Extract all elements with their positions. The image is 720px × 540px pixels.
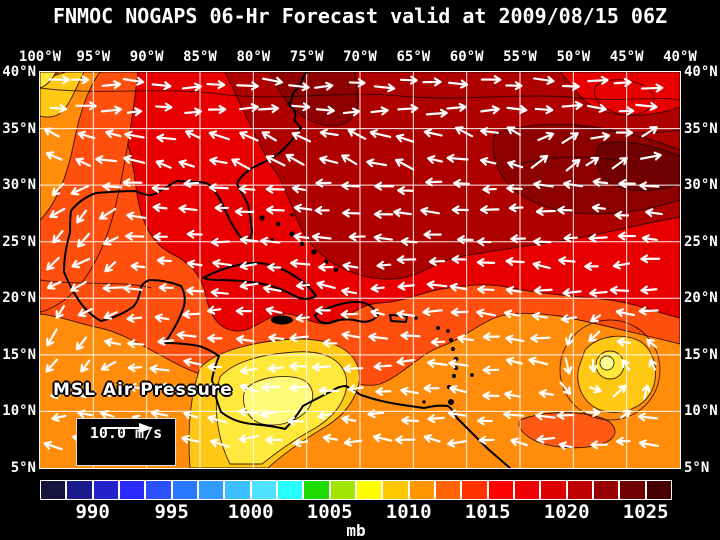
coast-hispaniola <box>314 300 379 325</box>
lon-tick-label: 85°W <box>183 49 217 65</box>
colorbar-segment <box>277 481 303 499</box>
lat-tick-label: 25°N <box>2 233 36 250</box>
lon-tick-label: 90°W <box>129 49 164 65</box>
lat-tick-label: 30°N <box>684 177 718 194</box>
colorbar-tick-labels: 990 995 1000 1005 1010 1015 1020 1025 <box>40 502 672 522</box>
lat-tick-label: 15°N <box>684 346 718 363</box>
lat-tick-label: 35°N <box>684 120 718 137</box>
colorbar-segment <box>593 481 619 499</box>
lat-tick-label: 40°N <box>684 64 718 80</box>
lat-tick-label: 10°N <box>2 403 36 420</box>
coast-jamaica <box>271 315 293 325</box>
wind-arrows <box>43 75 664 451</box>
lon-tick-label: 95°W <box>76 49 111 65</box>
colorbar-segment <box>304 481 329 499</box>
colorbar-tick: 995 <box>154 501 189 523</box>
lat-tick-label: 30°N <box>2 177 36 194</box>
lat-tick-label: 15°N <box>2 346 36 363</box>
colorbar-segment <box>93 481 118 499</box>
colorbar <box>40 480 672 500</box>
colorbar-unit: mb <box>346 521 366 540</box>
colorbar-segment <box>462 481 487 499</box>
lat-tick-label: 40°N <box>2 64 36 80</box>
colorbar-segment <box>646 481 671 499</box>
lat-tick-label: 20°N <box>2 290 36 307</box>
map-area: MSL Air Pressure 10.0 m/s <box>39 71 681 469</box>
colorbar-segment <box>620 481 645 499</box>
lat-tick-label: 25°N <box>684 233 718 250</box>
colorbar-tick: 1020 <box>543 501 590 523</box>
colorbar-segment <box>356 481 382 499</box>
coastlines <box>63 72 511 468</box>
colorbar-segment <box>409 481 434 499</box>
colorbar-tick: 1015 <box>464 501 511 523</box>
pressure-map-svg <box>40 72 680 468</box>
colorbar-tick: 990 <box>75 501 110 523</box>
lon-tick-label: 60°W <box>449 49 484 65</box>
lon-tick-label: 70°W <box>343 49 377 65</box>
colorbar-segment <box>514 481 540 499</box>
colorbar-segment <box>541 481 566 499</box>
page-title: FNMOC NOGAPS 06-Hr Forecast valid at 200… <box>52 4 668 28</box>
colorbar-segment <box>383 481 408 499</box>
lat-tick-label: 35°N <box>2 120 36 137</box>
colorbar-segment <box>567 481 592 499</box>
islands-lesser-antilles <box>414 316 474 405</box>
colorbar-segment <box>435 481 461 499</box>
colorbar-segment <box>172 481 197 499</box>
lon-tick-label: 65°W <box>396 49 431 65</box>
colorbar-tick: 1010 <box>385 501 432 523</box>
lat-tick-label: 10°N <box>684 403 718 420</box>
colorbar-segment <box>119 481 145 499</box>
wind-scale-arrow-icon <box>103 423 153 433</box>
colorbar-segment <box>67 481 92 499</box>
lon-tick-label: 55°W <box>503 49 537 65</box>
coast-mainland <box>63 72 511 468</box>
field-label: MSL Air Pressure <box>53 380 233 400</box>
lon-tick-label: 40°W <box>663 49 697 65</box>
low-cyclone-core <box>599 355 615 371</box>
lat-tick-label: 20°N <box>684 290 718 307</box>
coast-cuba <box>202 261 317 300</box>
lon-tick-label: 45°W <box>609 49 644 65</box>
colorbar-segment <box>330 481 355 499</box>
colorbar-segment <box>225 481 250 499</box>
lat-tick-label: 5°N <box>684 459 710 476</box>
colorbar-segment <box>198 481 224 499</box>
colorbar-segment <box>488 481 513 499</box>
colorbar-tick: 1025 <box>622 501 669 523</box>
lon-tick-label: 50°W <box>556 49 591 65</box>
lon-tick-label: 100°W <box>18 49 62 65</box>
islands-bahamas <box>259 213 339 273</box>
lon-tick-label: 75°W <box>289 49 324 65</box>
lat-tick-label: 5°N <box>10 459 36 476</box>
colorbar-segment <box>41 481 66 499</box>
colorbar-tick: 1000 <box>227 501 274 523</box>
colorbar-tick: 1005 <box>306 501 353 523</box>
wind-scale-box: 10.0 m/s <box>76 418 176 466</box>
colorbar-segment <box>251 481 276 499</box>
colorbar-segment <box>146 481 171 499</box>
lon-tick-label: 80°W <box>236 49 271 65</box>
